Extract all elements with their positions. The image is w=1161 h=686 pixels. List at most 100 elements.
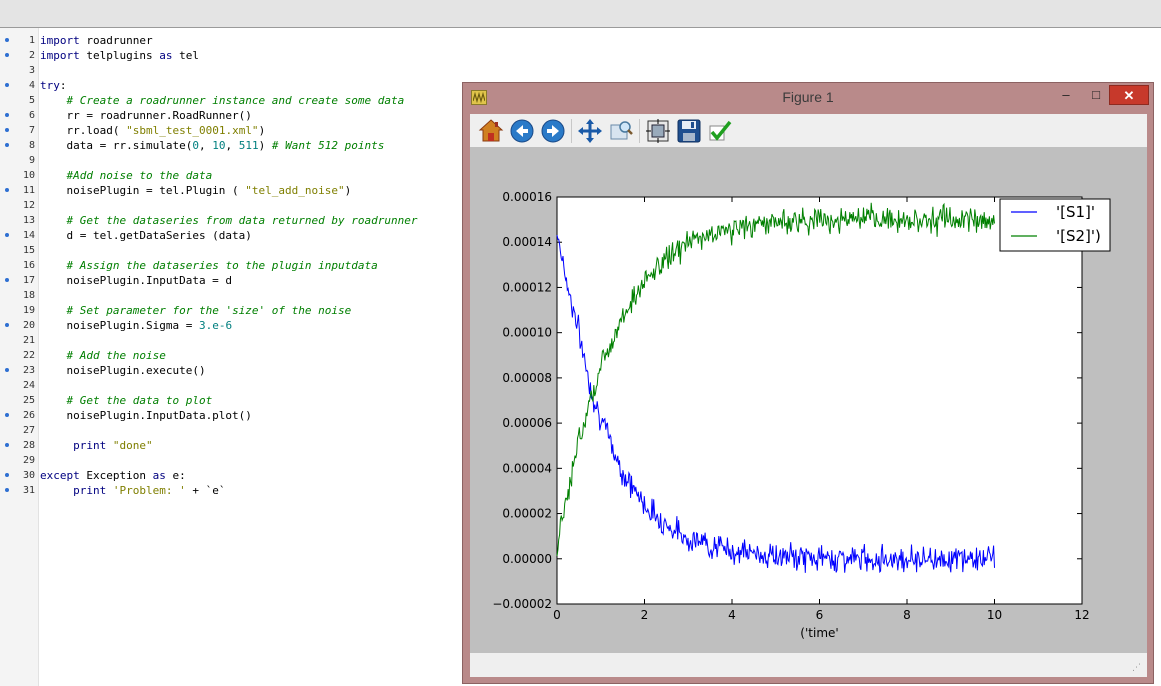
code-line[interactable]: 31 print 'Problem: ' + `e` <box>0 483 460 498</box>
code-text: except Exception as e: <box>40 469 186 482</box>
breakpoint-marker-icon[interactable] <box>5 323 9 327</box>
line-number: 6 <box>28 110 35 121</box>
subplots-icon[interactable] <box>645 118 671 144</box>
status-bar: ⋰ <box>470 653 1147 677</box>
y-axis: −0.00002 0.00000 0.00002 0.00004 0.00006 0.00… <box>492 190 1082 611</box>
code-text: import telplugins as tel <box>40 49 199 62</box>
back-icon[interactable] <box>509 118 535 144</box>
line-number: 4 <box>28 80 35 91</box>
code-line[interactable]: 3 <box>0 63 460 78</box>
code-line[interactable]: 19 # Set parameter for the 'size' of the… <box>0 303 460 318</box>
line-number: 1 <box>28 35 35 46</box>
code-text: try: <box>40 79 67 92</box>
y-tick-label: 0.00002 <box>502 507 552 521</box>
line-number: 14 <box>22 230 35 241</box>
line-number: 11 <box>22 185 35 196</box>
code-line[interactable]: 7 rr.load( "sbml_test_0001.xml") <box>0 123 460 138</box>
code-line[interactable]: 26 noisePlugin.InputData.plot() <box>0 408 460 423</box>
code-line[interactable]: 17 noisePlugin.InputData = d <box>0 273 460 288</box>
window-title: Figure 1 <box>782 89 834 105</box>
breakpoint-marker-icon[interactable] <box>5 128 9 132</box>
code-line[interactable]: 12 <box>0 198 460 213</box>
line-number: 12 <box>22 200 35 211</box>
breakpoint-marker-icon[interactable] <box>5 188 9 192</box>
code-line[interactable]: 23 noisePlugin.execute() <box>0 363 460 378</box>
breakpoint-marker-icon[interactable] <box>5 38 9 42</box>
code-line[interactable]: 25 # Get the data to plot <box>0 393 460 408</box>
code-line[interactable]: 29 <box>0 453 460 468</box>
code-line[interactable]: 27 <box>0 423 460 438</box>
line-number: 15 <box>22 245 35 256</box>
code-line[interactable]: 30 except Exception as e: <box>0 468 460 483</box>
breakpoint-marker-icon[interactable] <box>5 443 9 447</box>
resize-grip-icon[interactable]: ⋰ <box>1132 663 1141 673</box>
code-line[interactable]: 5 # Create a roadrunner instance and cre… <box>0 93 460 108</box>
forward-icon[interactable] <box>540 118 566 144</box>
breakpoint-marker-icon[interactable] <box>5 413 9 417</box>
x-tick-label: 8 <box>903 608 911 622</box>
save-icon[interactable] <box>676 118 702 144</box>
code-text: rr.load( "sbml_test_0001.xml") <box>40 124 266 137</box>
code-line[interactable]: 20 noisePlugin.Sigma = 3.e-6 <box>0 318 460 333</box>
code-line[interactable]: 18 <box>0 288 460 303</box>
code-line[interactable]: 6 rr = roadrunner.RoadRunner() <box>0 108 460 123</box>
code-text: data = rr.simulate(0, 10, 511) # Want 51… <box>40 139 385 152</box>
y-tick-label: 0.00008 <box>502 371 552 385</box>
code-line[interactable]: 24 <box>0 378 460 393</box>
code-text: # Assign the dataseries to the plugin in… <box>66 259 378 272</box>
y-tick-label: 0.00004 <box>502 461 552 475</box>
line-number: 24 <box>22 380 35 391</box>
code-line[interactable]: 8 data = rr.simulate(0, 10, 511) # Want … <box>0 138 460 153</box>
code-line[interactable]: 4 try: <box>0 78 460 93</box>
series-line-2 <box>556 202 995 557</box>
code-line[interactable]: 1 import roadrunner <box>0 33 460 48</box>
code-line[interactable]: 21 <box>0 333 460 348</box>
breakpoint-marker-icon[interactable] <box>5 113 9 117</box>
series-line-1 <box>556 234 995 574</box>
figure-toolbar <box>470 114 1147 147</box>
figure-window[interactable]: Figure 1 ‒ □ ✕ <box>462 82 1154 684</box>
figure-canvas[interactable]: −0.00002 0.00000 0.00002 0.00004 0.00006 0.00… <box>470 147 1147 653</box>
breakpoint-marker-icon[interactable] <box>5 53 9 57</box>
line-number: 2 <box>28 50 35 61</box>
breakpoint-marker-icon[interactable] <box>5 143 9 147</box>
breakpoint-marker-icon[interactable] <box>5 488 9 492</box>
x-tick-label: 2 <box>641 608 649 622</box>
legend-label-s1: '[S1]' <box>1056 203 1095 221</box>
edit-icon[interactable] <box>707 118 733 144</box>
breakpoint-marker-icon[interactable] <box>5 278 9 282</box>
pan-icon[interactable] <box>577 118 603 144</box>
code-line[interactable]: 10 #Add noise to the data <box>0 168 460 183</box>
line-number: 13 <box>22 215 35 226</box>
matplotlib-app-icon <box>471 90 487 105</box>
code-line[interactable]: 28 print "done" <box>0 438 460 453</box>
minimize-button[interactable]: ‒ <box>1062 87 1070 102</box>
code-line[interactable]: 11 noisePlugin = tel.Plugin ( "tel_add_n… <box>0 183 460 198</box>
zoom-icon[interactable] <box>608 118 634 144</box>
close-button[interactable]: ✕ <box>1109 85 1149 105</box>
code-line[interactable]: 2 import telplugins as tel <box>0 48 460 63</box>
code-line[interactable]: 13 # Get the dataseries from data return… <box>0 213 460 228</box>
breakpoint-marker-icon[interactable] <box>5 233 9 237</box>
code-line[interactable]: 16 # Assign the dataseries to the plugin… <box>0 258 460 273</box>
breakpoint-marker-icon[interactable] <box>5 83 9 87</box>
window-titlebar[interactable]: Figure 1 ‒ □ ✕ <box>463 83 1153 111</box>
code-text: import roadrunner <box>40 34 153 47</box>
y-tick-label: 0.00006 <box>502 416 552 430</box>
line-number: 31 <box>22 485 35 496</box>
line-number: 3 <box>28 65 35 76</box>
x-tick-label: 10 <box>987 608 1002 622</box>
maximize-button[interactable]: □ <box>1092 87 1100 102</box>
code-line[interactable]: 22 # Add the noise <box>0 348 460 363</box>
breakpoint-marker-icon[interactable] <box>5 368 9 372</box>
x-tick-label: 12 <box>1074 608 1089 622</box>
code-line[interactable]: 15 <box>0 243 460 258</box>
code-text: # Create a roadrunner instance and creat… <box>66 94 405 107</box>
line-number-gutter <box>0 28 39 686</box>
x-axis: 0 2 4 6 8 10 12 <box>553 197 1090 622</box>
line-number: 23 <box>22 365 35 376</box>
code-line[interactable]: 14 d = tel.getDataSeries (data) <box>0 228 460 243</box>
code-line[interactable]: 9 <box>0 153 460 168</box>
home-icon[interactable] <box>478 118 504 144</box>
breakpoint-marker-icon[interactable] <box>5 473 9 477</box>
